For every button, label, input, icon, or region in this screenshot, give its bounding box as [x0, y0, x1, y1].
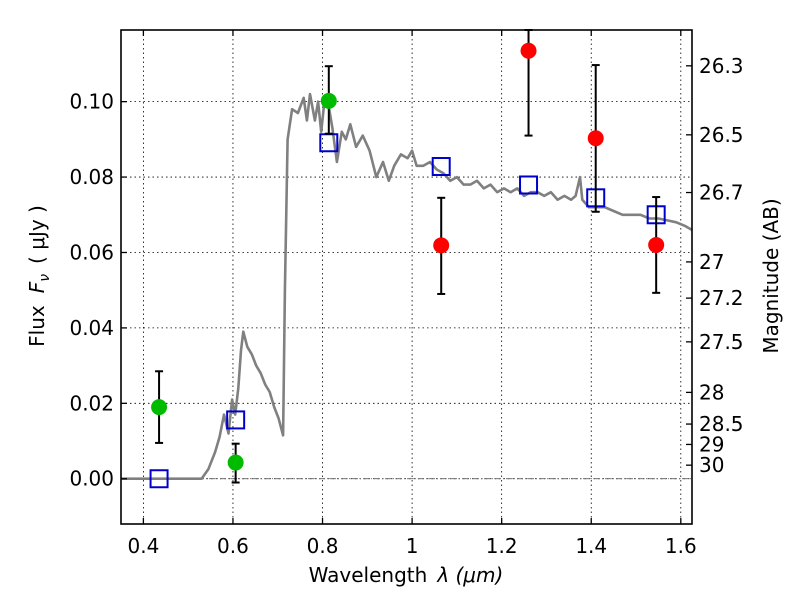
- y2-tick-label: 26.5: [699, 123, 744, 147]
- x-tick-label: 1.6: [665, 534, 697, 558]
- y2-tick-label: 26.3: [699, 54, 744, 78]
- y2-tick-label: 28: [699, 380, 724, 404]
- y-tick-label: 0.10: [69, 90, 114, 114]
- grid-lines: [121, 30, 692, 524]
- tick-labels: 0.4 0.6 0.8 1 1.2 1.4 1.6 0.00 0.02 0.04 0.06 0.08 0…: [69, 54, 743, 558]
- y-tick-label: 0.00: [69, 467, 114, 491]
- detection-red-point: [433, 237, 450, 254]
- detections-group: [151, 42, 665, 471]
- y2-axis-title: Magnitude (AB): [759, 198, 783, 353]
- y2-tick-label: 27.5: [699, 330, 744, 354]
- y2-tick-label: 29: [699, 432, 724, 456]
- x-axis-title: Wavelength λ (μm): [309, 563, 504, 587]
- plot-frame: [120, 29, 693, 525]
- model-photometry-square: [519, 175, 539, 195]
- x-tick-label: 0.8: [307, 534, 339, 558]
- x-tick-label: 1: [406, 534, 419, 558]
- detection-red-point: [648, 236, 665, 253]
- x-tick-label: 1.4: [575, 534, 607, 558]
- detection-green-point: [227, 454, 244, 471]
- axis-ticks: [121, 30, 692, 524]
- y-tick-label: 0.04: [69, 316, 114, 340]
- y2-tick-label: 28.5: [699, 412, 744, 436]
- model-photometry-square: [149, 469, 169, 489]
- y-axis-title: FluxFν( μJy ): [25, 205, 53, 347]
- detection-green-point: [320, 92, 337, 109]
- model-sed: [121, 92, 693, 480]
- x-tick-label: 0.4: [127, 534, 159, 558]
- y-tick-label: 0.06: [69, 240, 114, 264]
- y-tick-label: 0.02: [69, 391, 114, 415]
- y2-tick-label: 26.7: [699, 181, 744, 205]
- model-sed-curve: [121, 92, 693, 480]
- y2-tick-label: 27.2: [699, 286, 744, 310]
- y2-tick-label: 27: [699, 250, 724, 274]
- y2-tick-label: 30: [699, 453, 724, 477]
- detection-red-point: [520, 42, 537, 59]
- detection-green-point: [151, 399, 168, 416]
- x-tick-label: 1.2: [486, 534, 518, 558]
- y-tick-label: 0.08: [69, 165, 114, 189]
- x-tick-label: 0.6: [217, 534, 249, 558]
- detection-red-point: [587, 130, 604, 147]
- model-photometry-square: [226, 410, 246, 430]
- model-photometry-square: [431, 157, 451, 177]
